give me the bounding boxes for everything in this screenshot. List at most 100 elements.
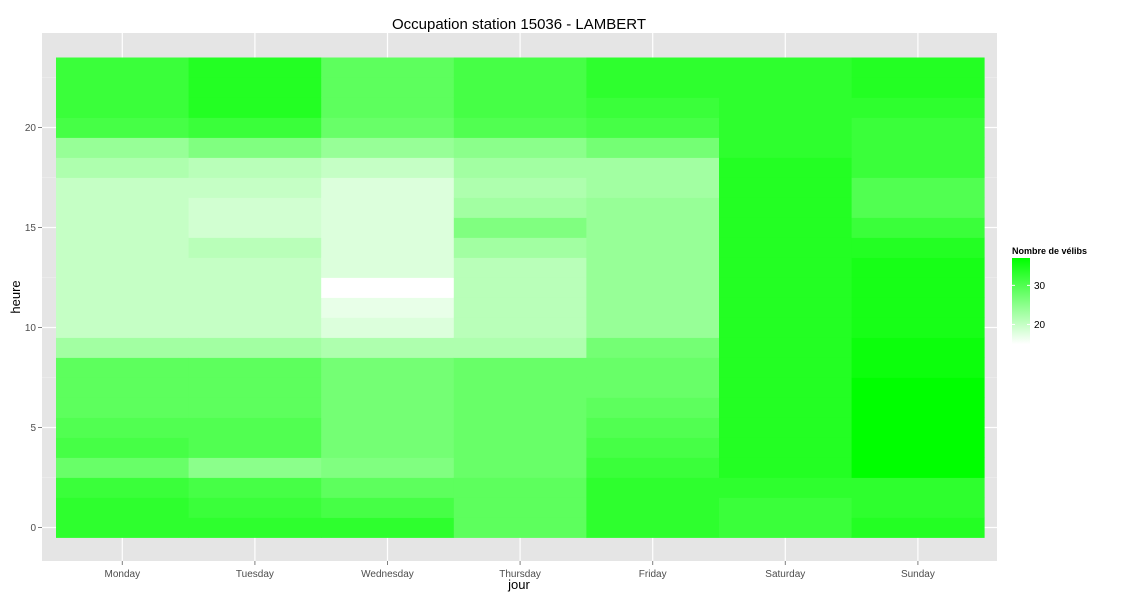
heatmap-cell: [453, 417, 587, 438]
heatmap-cell: [586, 57, 720, 78]
heatmap-cell: [586, 197, 720, 218]
heatmap-cell: [56, 97, 189, 118]
heatmap-cell: [453, 137, 587, 158]
heatmap-cell: [453, 297, 587, 318]
legend: Nombre de vélibs 20 30: [1012, 246, 1087, 344]
heatmap-cell: [453, 157, 587, 178]
heatmap-cell: [188, 237, 322, 258]
heatmap-cell: [586, 437, 720, 458]
heatmap-cell: [719, 117, 852, 138]
heatmap-cell: [851, 137, 985, 158]
heatmap-cell: [321, 57, 455, 78]
heatmap-cell: [851, 517, 985, 538]
heatmap-cell: [56, 457, 189, 478]
heatmap-cell: [321, 417, 455, 438]
heatmap-cell: [719, 497, 852, 518]
heatmap-cell: [188, 77, 322, 98]
heatmap-cell: [56, 217, 189, 238]
heatmap-cell: [453, 277, 587, 298]
heatmap-cell: [719, 57, 852, 78]
x-tick-label: Thursday: [499, 569, 541, 580]
x-tick-label: Tuesday: [236, 569, 274, 580]
heatmap-cell: [586, 337, 720, 358]
heatmap-cell: [586, 297, 720, 318]
heatmap-cell: [851, 77, 985, 98]
y-tick-label: 0: [30, 523, 36, 534]
heatmap-cell: [719, 317, 852, 338]
heatmap-cell: [188, 517, 322, 538]
heatmap-cell: [851, 457, 985, 478]
heatmap-cell: [321, 97, 455, 118]
heatmap-cell: [188, 217, 322, 238]
heatmap-cell: [321, 457, 455, 478]
heatmap-cell: [188, 197, 322, 218]
heatmap-cell: [188, 357, 322, 378]
heatmap-cell: [851, 337, 985, 358]
heatmap-cell: [321, 377, 455, 398]
y-tick-label: 20: [25, 123, 37, 134]
heatmap-cell: [586, 497, 720, 518]
heatmap-cell: [321, 237, 455, 258]
heatmap-cell: [321, 137, 455, 158]
heatmap-cell: [453, 57, 587, 78]
heatmap-cell: [851, 417, 985, 438]
heatmap-cell: [586, 397, 720, 418]
heatmap-cell: [188, 257, 322, 278]
heatmap-cell: [321, 297, 455, 318]
x-tick-label: Sunday: [901, 569, 935, 580]
heatmap-cell: [453, 517, 587, 538]
heatmap-cell: [586, 417, 720, 438]
heatmap-cell: [851, 297, 985, 318]
heatmap-cell: [188, 377, 322, 398]
heatmap-cell: [586, 97, 720, 118]
heatmap-cell: [586, 457, 720, 478]
heatmap-cell: [188, 477, 322, 498]
heatmap-cell: [56, 517, 189, 538]
heatmap-cell: [586, 177, 720, 198]
x-tick-label: Wednesday: [361, 569, 414, 580]
heatmap-cell: [851, 197, 985, 218]
heatmap-cells: [56, 57, 985, 538]
heatmap-cell: [188, 337, 322, 358]
heatmap-cell: [719, 157, 852, 178]
heatmap-cell: [56, 77, 189, 98]
heatmap-cell: [188, 177, 322, 198]
heatmap-cell: [321, 477, 455, 498]
heatmap-cell: [321, 357, 455, 378]
heatmap-cell: [56, 117, 189, 138]
heatmap-cell: [719, 177, 852, 198]
heatmap-cell: [56, 237, 189, 258]
heatmap-cell: [56, 497, 189, 518]
heatmap-cell: [56, 437, 189, 458]
y-axis-title: heure: [8, 280, 23, 313]
heatmap-cell: [321, 177, 455, 198]
heatmap-cell: [453, 117, 587, 138]
heatmap-cell: [851, 477, 985, 498]
heatmap-cell: [56, 157, 189, 178]
heatmap-cell: [719, 257, 852, 278]
heatmap-cell: [321, 217, 455, 238]
heatmap-cell: [453, 477, 587, 498]
heatmap-cell: [719, 277, 852, 298]
heatmap-cell: [586, 377, 720, 398]
heatmap-cell: [453, 197, 587, 218]
heatmap-cell: [321, 317, 455, 338]
legend-tick-label: 20: [1034, 320, 1046, 331]
heatmap-cell: [586, 517, 720, 538]
heatmap-cell: [188, 157, 322, 178]
heatmap-cell: [188, 417, 322, 438]
heatmap-cell: [321, 77, 455, 98]
heatmap-cell: [586, 217, 720, 238]
heatmap-cell: [586, 137, 720, 158]
heatmap-cell: [719, 197, 852, 218]
heatmap-cell: [56, 257, 189, 278]
heatmap-cell: [719, 397, 852, 418]
heatmap-cell: [719, 237, 852, 258]
heatmap-cell: [188, 117, 322, 138]
heatmap-cell: [586, 317, 720, 338]
heatmap-cell: [56, 417, 189, 438]
heatmap-cell: [188, 297, 322, 318]
heatmap-cell: [453, 457, 587, 478]
heatmap-cell: [56, 57, 189, 78]
